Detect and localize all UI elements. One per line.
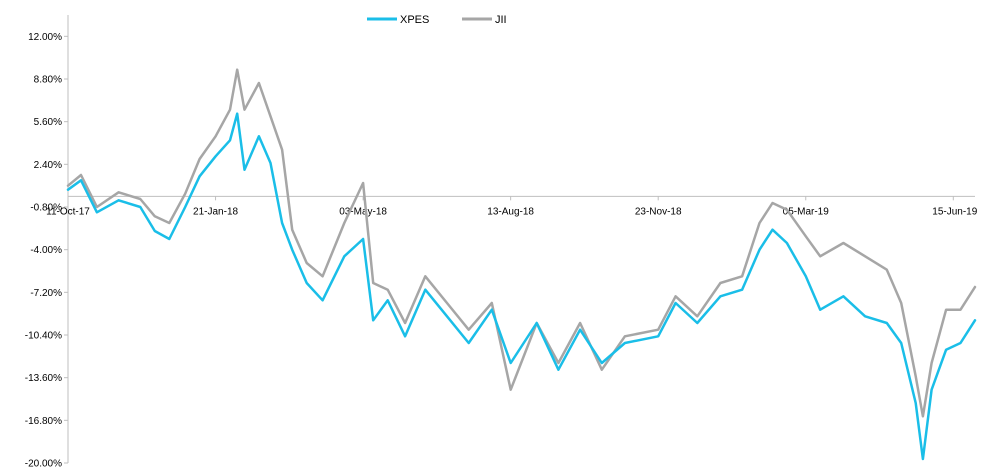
y-axis: 12.00% 8.80% 5.60% 2.40% -0.80% -4.00% -7.20% -… — [25, 15, 69, 469]
legend-label-xpes: XPES — [400, 14, 429, 26]
y-tick-label: -4.00% — [30, 245, 62, 256]
y-tick-label: 8.80% — [34, 75, 62, 86]
y-tick-label: -10.40% — [25, 331, 62, 342]
series-line-jii — [66, 68, 977, 418]
y-tick-label: -13.60% — [25, 373, 62, 384]
x-tick-label: 03-May-18 — [339, 206, 387, 217]
x-tick-label: 23-Nov-18 — [635, 206, 682, 217]
series-line-xpes — [66, 112, 977, 461]
y-tick-label: 5.60% — [34, 117, 62, 128]
y-tick-label: -0.80% — [30, 203, 62, 214]
y-tick-label: -20.00% — [25, 459, 62, 469]
legend-label-jii: JII — [495, 14, 507, 26]
y-tick-label: -7.20% — [30, 288, 62, 299]
legend: XPES JII — [367, 14, 507, 26]
x-tick-label: 05-Mar-19 — [783, 206, 830, 217]
y-tick-label: -16.80% — [25, 416, 62, 427]
y-tick-label: 12.00% — [28, 32, 62, 43]
series-lines — [66, 68, 977, 461]
x-tick-label: 11-Oct-17 — [46, 206, 90, 217]
y-tick-label: 2.40% — [34, 160, 62, 171]
x-tick-label: 15-Jun-19 — [932, 206, 977, 217]
x-axis: 11-Oct-17 21-Jan-18 03-May-18 13-Aug-18 23-N… — [46, 195, 978, 217]
x-tick-label: 13-Aug-18 — [487, 206, 534, 217]
x-tick-label: 21-Jan-18 — [193, 206, 238, 217]
